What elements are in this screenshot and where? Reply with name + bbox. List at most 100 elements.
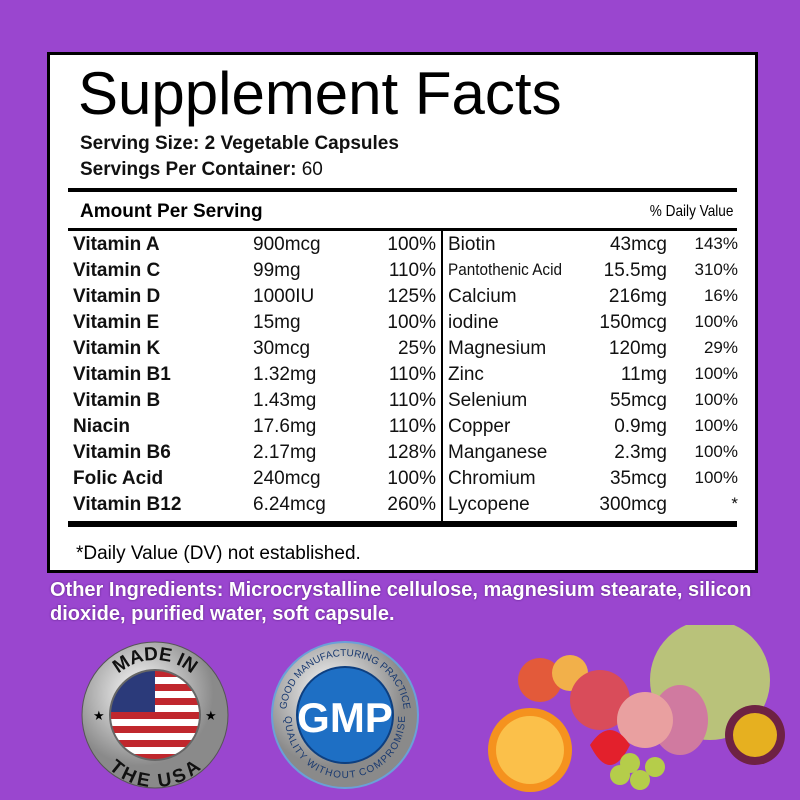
grapes-icon: [610, 753, 665, 790]
nutrient-amount: 300mcg: [599, 494, 667, 515]
nutrient-name: iodine: [448, 312, 499, 333]
nutrient-dv: 100%: [694, 416, 738, 435]
nutrient-dv: 110%: [388, 390, 436, 411]
nutrient-row: Chromium 35mcg 100%: [50, 468, 755, 494]
nutrient-row: Vitamin K 30mcg 25%: [50, 338, 755, 364]
nutrient-amount: 150mcg: [599, 312, 667, 333]
footnote: *Daily Value (DV) not established.: [76, 543, 361, 564]
column-divider: [441, 231, 443, 523]
nutrient-dv: 29%: [703, 338, 738, 357]
nutrient-amount: 2.3mg: [614, 442, 667, 463]
nutrient-amount: 120mg: [608, 338, 667, 359]
nutrient-row: Pantothenic Acid 15.5mg 310%: [50, 260, 755, 286]
star-icon: ★: [93, 708, 105, 723]
nutrient-row: Calcium 216mg 16%: [50, 286, 755, 312]
strawberry-icon: [590, 730, 630, 765]
nutrient-dv: 25%: [397, 338, 436, 359]
nutrient-row: Copper 0.9mg 100%: [50, 416, 755, 442]
nutrient-dv: 100%: [694, 468, 738, 487]
nutrient-amount: 1000IU: [253, 286, 315, 307]
nutrient-name: Copper: [448, 416, 511, 437]
supplement-facts-label: Supplement Facts Serving Size: 2 Vegetab…: [47, 52, 758, 573]
servings-label: Servings Per Container:: [80, 159, 297, 180]
star-icon: ★: [205, 708, 217, 723]
nutrient-name: Biotin: [448, 234, 496, 255]
nutrient-name: Niacin: [73, 416, 131, 437]
nutrient-dv: *: [731, 494, 738, 513]
serving-size-value: 2 Vegetable Capsules: [204, 133, 399, 154]
label-title: Supplement Facts: [78, 60, 562, 127]
nutrient-amount: 2.17mg: [253, 442, 317, 463]
nutrient-amount: 55mcg: [609, 390, 667, 411]
gmp-text: GMP: [297, 694, 393, 741]
nutrient-dv: 100%: [694, 312, 738, 331]
nutrient-amount: 17.6mg: [253, 416, 317, 437]
fruit-image: [488, 625, 785, 792]
nutrient-name: Vitamin B6: [73, 442, 171, 463]
nutrient-row: Niacin 17.6mg 110%: [50, 416, 755, 442]
nutrient-name: Vitamin K: [73, 338, 161, 359]
nutrient-name: Vitamin E: [73, 312, 160, 333]
nutrient-dv: 125%: [387, 286, 436, 307]
nutrient-row: Vitamin C 99mg 110%: [50, 260, 755, 286]
servings-per-container: Servings Per Container: 60: [80, 159, 323, 181]
made-in-usa-badge: MADE IN THE USA ★ ★: [81, 641, 229, 790]
nutrient-dv: 110%: [388, 364, 436, 385]
nutrient-amount: 216mg: [608, 286, 667, 307]
nutrient-dv: 100%: [387, 312, 436, 333]
nutrient-dv: 100%: [694, 364, 738, 383]
apple-icon: [518, 658, 562, 702]
nutrient-row: Vitamin B6 2.17mg 128%: [50, 442, 755, 468]
nutrient-name: Zinc: [448, 364, 484, 385]
nutrient-dv: 260%: [387, 494, 436, 515]
nutrient-name: Vitamin B1: [73, 364, 171, 385]
nutrient-dv: 100%: [694, 390, 738, 409]
nutrient-row: Manganese 2.3mg 100%: [50, 442, 755, 468]
nutrient-name: Vitamin C: [73, 260, 161, 281]
nutrient-dv: 100%: [694, 442, 738, 461]
nutrient-amount: 30mcg: [253, 338, 311, 359]
nutrient-amount: 6.24mcg: [253, 494, 326, 515]
nutrient-name: Vitamin D: [73, 286, 161, 307]
nutrient-row: Vitamin B1 1.32mg 110%: [50, 364, 755, 390]
serving-size: Serving Size: 2 Vegetable Capsules: [80, 133, 399, 155]
nutrient-dv: 128%: [387, 442, 436, 463]
gmp-badge: GMP GOOD MANUFACTURING PRACTICE QUALITY …: [271, 641, 419, 789]
nutrient-name: Chromium: [448, 468, 536, 489]
nutrient-dv: 100%: [387, 468, 436, 489]
nutrient-amount: 900mcg: [253, 234, 321, 255]
nutrient-row: Vitamin E 15mg 100%: [50, 312, 755, 338]
nutrient-amount: 1.32mg: [253, 364, 317, 385]
nutrient-name: Manganese: [448, 442, 548, 463]
nutrient-name: Calcium: [448, 286, 517, 307]
nutrient-name: Vitamin B12: [73, 494, 182, 515]
amount-header: Amount Per Serving: [80, 201, 263, 222]
nutrient-row: Vitamin B 1.43mg 110%: [50, 390, 755, 416]
other-ingredients: Other Ingredients: Microcrystalline cell…: [50, 579, 752, 625]
nutrient-row: Vitamin D 1000IU 125%: [50, 286, 755, 312]
nutrient-name: Selenium: [448, 390, 528, 411]
nutrient-row: Folic Acid 240mcg 100%: [50, 468, 755, 494]
nutrient-dv: 100%: [387, 234, 436, 255]
nutrient-row: Vitamin B12 6.24mcg 260%: [50, 494, 755, 520]
nutrient-row: Selenium 55mcg 100%: [50, 390, 755, 416]
nutrient-name: Magnesium: [448, 338, 547, 359]
nutrient-amount: 0.9mg: [614, 416, 667, 437]
nutrient-name: Vitamin B: [73, 390, 161, 411]
nutrient-name: Pantothenic Acid: [448, 260, 562, 279]
nutrient-row: Zinc 11mg 100%: [50, 364, 755, 390]
nutrient-name: Vitamin A: [73, 234, 160, 255]
nutrient-dv: 310%: [694, 260, 738, 279]
nutrient-row: iodine 150mcg 100%: [50, 312, 755, 338]
nutrient-dv: 143%: [694, 234, 738, 253]
nutrient-name: Lycopene: [448, 494, 530, 515]
nutrient-amount: 11mg: [620, 364, 667, 385]
thick-rule: [68, 188, 737, 192]
dv-header: % Daily Value: [649, 203, 733, 220]
nutrient-row: Lycopene 300mcg *: [50, 494, 755, 520]
nutrient-amount: 240mcg: [253, 468, 321, 489]
serving-size-label: Serving Size:: [80, 133, 200, 154]
nutrient-amount: 99mg: [253, 260, 301, 281]
nutrient-row: Vitamin A 900mcg 100%: [50, 234, 755, 260]
nutrient-row: Biotin 43mcg 143%: [50, 234, 755, 260]
